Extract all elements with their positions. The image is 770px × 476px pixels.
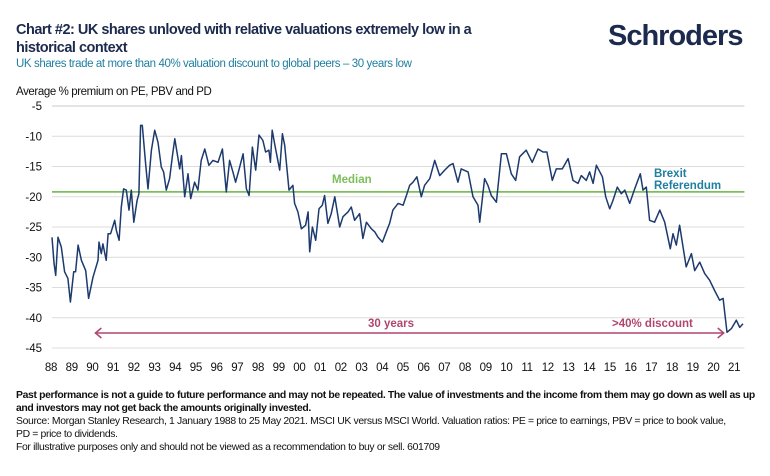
x-tick-label: 10	[500, 362, 512, 374]
x-tick-label: 05	[397, 362, 409, 374]
thirty-years-label: 30 years	[368, 318, 414, 330]
x-tick-label: 91	[107, 362, 119, 374]
x-tick-label: 93	[148, 362, 160, 374]
y-tick-label: -40	[25, 313, 42, 325]
x-tick-label: 90	[86, 362, 98, 374]
disclaimer-text: Past performance is not a guide to futur…	[16, 390, 755, 414]
source-text: Source: Morgan Stanley Research, 1 Janua…	[16, 416, 726, 440]
y-tick-label: -5	[32, 101, 42, 113]
x-tick-label: 17	[645, 362, 657, 374]
x-tick-label: 88	[45, 362, 57, 374]
x-tick-label: 95	[190, 362, 202, 374]
x-tick-label: 92	[128, 362, 140, 374]
x-tick-label: 19	[687, 362, 699, 374]
x-tick-label: 02	[335, 362, 347, 374]
brexit-label-line1: Brexit	[654, 168, 687, 180]
y-tick-label: -25	[25, 222, 42, 234]
x-tick-label: 97	[231, 362, 243, 374]
x-tick-label: 18	[666, 362, 678, 374]
x-tick-label: 00	[293, 362, 305, 374]
x-tick-label: 01	[314, 362, 326, 374]
y-tick-label: -10	[25, 131, 42, 143]
x-tick-label: 98	[252, 362, 264, 374]
x-tick-label: 09	[480, 362, 492, 374]
y-tick-label: -35	[25, 283, 42, 295]
valuation-premium-line	[51, 124, 744, 334]
x-tick-label: 08	[459, 362, 471, 374]
x-tick-label: 96	[210, 362, 222, 374]
x-tick-label: 12	[542, 362, 554, 374]
x-tick-label: 06	[417, 362, 429, 374]
chart-title: Chart #2: UK shares unloved with relativ…	[16, 22, 472, 56]
x-tick-label: 99	[273, 362, 285, 374]
y-tick-label: -20	[25, 192, 42, 204]
x-tick-label: 20	[707, 362, 719, 374]
x-tick-label: 94	[169, 362, 182, 374]
arrow-left-head-icon	[94, 327, 102, 339]
x-tick-label: 13	[562, 362, 574, 374]
y-tick-label: -45	[25, 343, 42, 355]
x-tick-label: 04	[376, 362, 389, 374]
x-tick-label: 11	[521, 362, 532, 374]
note-text: For illustrative purposes only and shoul…	[16, 442, 440, 453]
x-tick-label: 16	[624, 362, 636, 374]
arrow-right-head-icon	[717, 327, 725, 339]
schroders-logo: Schroders	[608, 20, 743, 52]
x-tick-label: 14	[583, 362, 596, 374]
chart-subtitle: UK shares trade at more than 40% valuati…	[16, 58, 412, 70]
x-tick-label: 07	[438, 362, 450, 374]
x-tick-label: 15	[604, 362, 616, 374]
footer: Past performance is not a guide to futur…	[16, 389, 756, 454]
y-tick-label: -15	[25, 162, 42, 174]
x-tick-label: 03	[355, 362, 367, 374]
x-tick-label: 21	[728, 362, 740, 374]
y-tick-label: -30	[25, 252, 42, 264]
median-label: Median	[332, 174, 372, 186]
brexit-label-line2: Referendum	[654, 180, 721, 192]
x-tick-label: 89	[66, 362, 78, 374]
discount-label: >40% discount	[612, 318, 693, 330]
y-axis-label: Average % premium on PE, PBV and PD	[16, 86, 212, 98]
